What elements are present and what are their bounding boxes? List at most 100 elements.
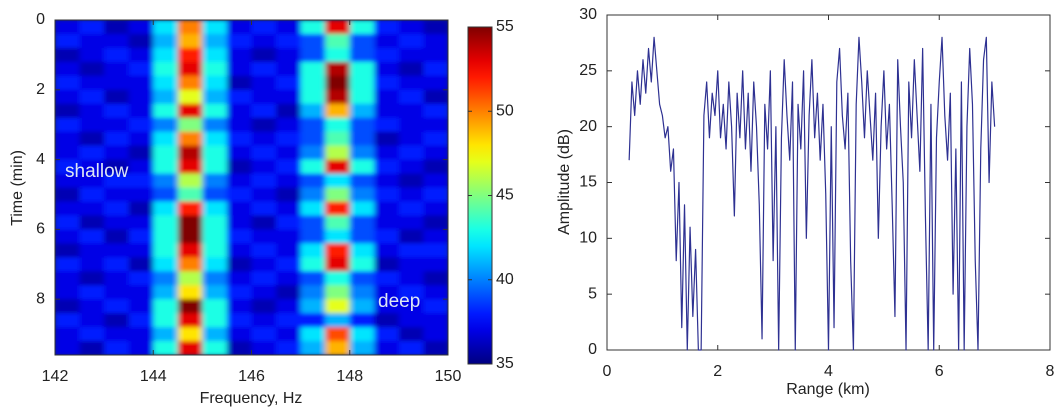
- heatmap-cell: [153, 89, 179, 105]
- heatmap-cell: [374, 131, 400, 147]
- heatmap-cell: [398, 173, 424, 188]
- heatmap-cell: [177, 285, 203, 300]
- heatmap-cell: [398, 117, 424, 133]
- heatmap-cell: [55, 257, 81, 272]
- heatmap-cell: [79, 145, 105, 161]
- heatmap-cell: [226, 75, 252, 91]
- heatmap-cell: [128, 285, 154, 300]
- heatmap-cell: [202, 103, 228, 119]
- y-tick-label: 30: [579, 6, 597, 23]
- heatmap-cell: [226, 117, 252, 133]
- heatmap-cell: [128, 159, 154, 175]
- heatmap-cell: [104, 187, 130, 202]
- heatmap-cell: [349, 201, 375, 216]
- heatmap-cell: [79, 201, 105, 216]
- heatmap-cell: [276, 159, 302, 175]
- heatmap-cell: [325, 215, 351, 230]
- heatmap-cell: [349, 131, 375, 147]
- heatmap-cell: [300, 89, 326, 105]
- heatmap-cell: [349, 75, 375, 91]
- heatmap-cell: [374, 103, 400, 119]
- heatmap-cell: [300, 117, 326, 133]
- heatmap-cell: [374, 117, 400, 133]
- heatmap-cell: [276, 131, 302, 147]
- heatmap-cell: [153, 243, 179, 258]
- heatmap-cell: [300, 313, 326, 328]
- heatmap-cell: [55, 299, 81, 314]
- heatmap-cell: [423, 187, 448, 202]
- heatmap-cell: [202, 299, 228, 314]
- heatmap-cell: [276, 145, 302, 161]
- heatmap-cell: [55, 145, 81, 161]
- heatmap-cell: [276, 103, 302, 119]
- heatmap-cell: [177, 159, 203, 175]
- heatmap-cell: [153, 145, 179, 161]
- heatmap-cell: [202, 285, 228, 300]
- heatmap-cell: [349, 341, 375, 355]
- heatmap-cell: [276, 215, 302, 230]
- heatmap-cell: [202, 159, 228, 175]
- heatmap-cell: [300, 20, 326, 35]
- heatmap-cell: [79, 285, 105, 300]
- heatmap-cell: [226, 299, 252, 314]
- heatmap-cell: [79, 215, 105, 230]
- heatmap-cell: [276, 257, 302, 272]
- heatmap-cell: [349, 271, 375, 286]
- heatmap-cell: [153, 257, 179, 272]
- heatmap-cell: [153, 285, 179, 300]
- heatmap-cell: [226, 145, 252, 161]
- heatmap-cell: [55, 187, 81, 202]
- heatmap-cell: [226, 61, 252, 77]
- heatmap-cell: [177, 20, 203, 35]
- heatmap-cell: [55, 327, 81, 342]
- y-tick-label: 8: [36, 290, 45, 307]
- heatmap-cell: [251, 299, 277, 314]
- heatmap-cell: [398, 159, 424, 175]
- heatmap-cell: [226, 159, 252, 175]
- heatmap-cell: [104, 117, 130, 133]
- heatmap-cell: [177, 75, 203, 91]
- heatmap-cell: [374, 61, 400, 77]
- heatmap-cell: [374, 173, 400, 188]
- heatmap-cell: [374, 257, 400, 272]
- heatmap-cell: [251, 257, 277, 272]
- heatmap-cell: [177, 33, 203, 49]
- heatmap-cell: [374, 75, 400, 91]
- heatmap-cell: [251, 285, 277, 300]
- heatmap-cell: [104, 229, 130, 244]
- heatmap-cell: [128, 117, 154, 133]
- heatmap-cell: [79, 131, 105, 147]
- heatmap-cell: [128, 271, 154, 286]
- heatmap-cell: [202, 47, 228, 63]
- heatmap-cell: [104, 159, 130, 175]
- heatmap-cell: [153, 47, 179, 63]
- heatmap-cell: [128, 341, 154, 355]
- heatmap-cell: [177, 47, 203, 63]
- heatmap-cell: [325, 187, 351, 202]
- heatmap-cell: [349, 327, 375, 342]
- y-tick-label: 10: [579, 230, 597, 247]
- heatmap-cell: [55, 229, 81, 244]
- heatmap-cell: [153, 159, 179, 175]
- heatmap-cell: [55, 117, 81, 133]
- heatmap-cell: [55, 285, 81, 300]
- heatmap-cell: [202, 131, 228, 147]
- heatmap-cell: [202, 327, 228, 342]
- heatmap-cell: [202, 20, 228, 35]
- heatmap-cell: [349, 257, 375, 272]
- heatmap-cell: [423, 33, 448, 49]
- heatmap-cell: [374, 299, 400, 314]
- heatmap-cell: [128, 61, 154, 77]
- heatmap-cell: [177, 173, 203, 188]
- colorbar-tick-label: 45: [496, 187, 514, 204]
- y-tick-label: 2: [36, 81, 45, 98]
- heatmap-cell: [398, 33, 424, 49]
- heatmap-cell: [55, 47, 81, 63]
- heatmap-cell: [104, 20, 130, 35]
- heatmap-cell: [276, 47, 302, 63]
- heatmap-cell: [349, 89, 375, 105]
- heatmap-cell: [276, 117, 302, 133]
- heatmap-cell: [349, 20, 375, 35]
- heatmap-cell: [423, 89, 448, 105]
- heatmap-cell: [128, 257, 154, 272]
